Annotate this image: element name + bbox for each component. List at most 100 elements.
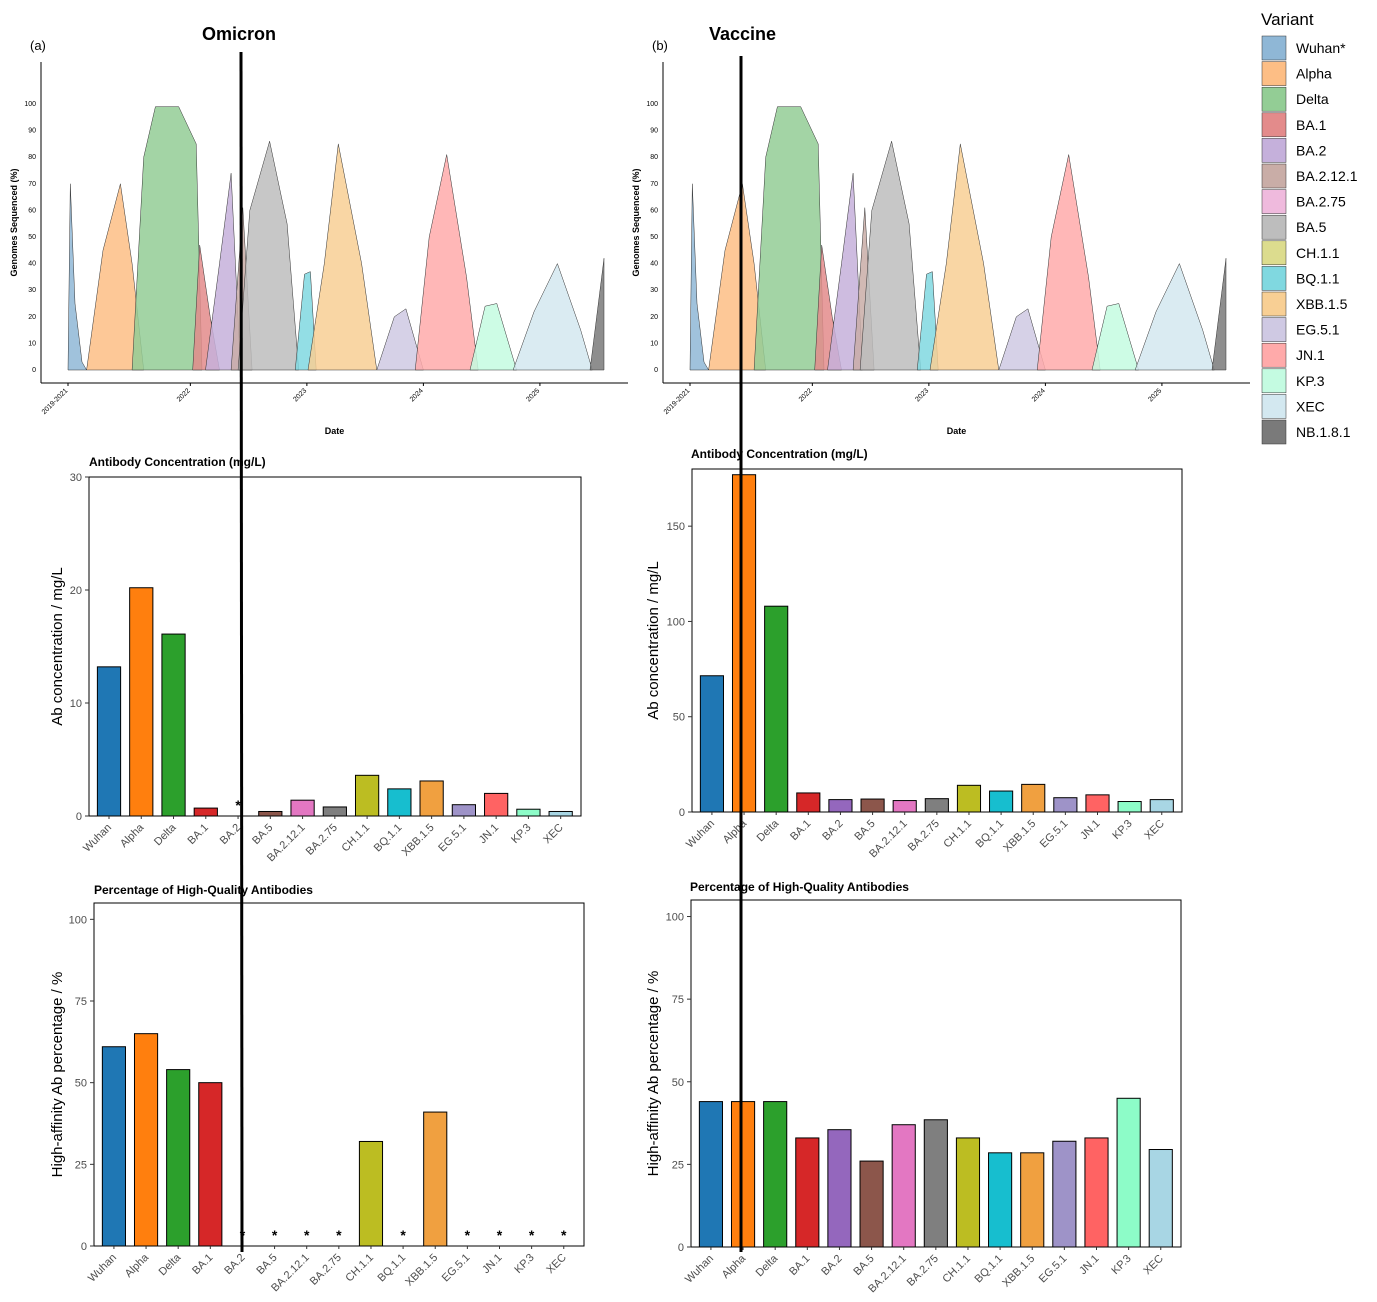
area-kp-3 (1091, 303, 1139, 371)
y-tick-label: 150 (667, 521, 685, 533)
y-axis-title: Genomes Sequenced (%) (9, 168, 19, 276)
significance-marker: * (272, 1227, 278, 1243)
category-label: CH.1.1 (343, 1252, 376, 1285)
category-label: BA.5 (852, 818, 877, 843)
area-eg-5-1 (998, 308, 1046, 371)
bar-ch-1-1 (358, 1140, 384, 1247)
y-axis-title: Ab concentration / mg/L (49, 567, 66, 725)
category-label: BA.2.75 (905, 1253, 941, 1289)
legend-label: BA.5 (1296, 219, 1327, 235)
legend-label: BQ.1.1 (1296, 270, 1340, 286)
bar-bq-1-1 (387, 788, 412, 817)
category-label: EG.5.1 (1038, 818, 1071, 851)
variant-legend: Variant Wuhan* Alpha Delta BA.1 BA.2 BA.2.12.… (1261, 10, 1358, 445)
y-tick-label: 10 (650, 340, 658, 347)
area-kp-3 (469, 303, 517, 371)
significance-marker: * (561, 1227, 567, 1243)
bar-bq-1-1 (989, 790, 1014, 813)
bar-ba-2-12-1 (892, 800, 917, 813)
area-delta (131, 106, 203, 371)
vaccine-high-quality-chart: Percentage of High-Quality Antibodies 0 25… (645, 880, 1182, 1295)
y-tick-label: 30 (28, 287, 36, 294)
category-label: Alpha (118, 821, 147, 850)
category-label: EG.5.1 (436, 822, 469, 855)
area-ba-2 (827, 173, 863, 371)
area-eg-5-1 (376, 308, 424, 371)
legend-swatch (1261, 35, 1287, 61)
bar-xec (1149, 799, 1174, 813)
y-tick-label: 20 (70, 585, 82, 597)
bar-wuhan (101, 1046, 126, 1247)
omicron-marker-line (239, 51, 244, 1253)
y-tick-label: 50 (650, 234, 658, 241)
bar-eg-5-1 (1053, 797, 1078, 813)
bar-wuhan (698, 1101, 723, 1248)
bar-xec (1148, 1149, 1173, 1248)
category-label: EG.5.1 (440, 1252, 473, 1285)
category-label: CH.1.1 (340, 822, 373, 855)
legend-label: KP.3 (1296, 373, 1325, 389)
x-tick-label: 2025 (525, 387, 541, 403)
category-label: KP.3 (1110, 818, 1134, 842)
y-tick-label: 0 (32, 367, 36, 374)
y-tick-label: 25 (672, 1159, 684, 1171)
omicron-sequencing-chart: 0 10 20 30 40 50 60 70 80 90 100 2019-2021 2022 2023 2… (9, 62, 628, 436)
area-nb-1-8-1 (589, 258, 605, 371)
significance-marker: * (497, 1227, 503, 1243)
y-tick-label: 0 (679, 807, 685, 819)
bar-ba-1 (796, 792, 821, 813)
legend-swatch (1261, 86, 1287, 112)
legend-label: BA.2.12.1 (1296, 168, 1358, 184)
bar-eg-5-1 (451, 804, 477, 817)
category-label: CH.1.1 (940, 1253, 973, 1286)
x-tick-label: 2024 (1031, 387, 1047, 403)
bar-xbb-1-5 (419, 780, 444, 817)
area-ba-2 (205, 173, 241, 371)
legend-label: JN.1 (1296, 347, 1325, 363)
category-label: BA.1 (186, 822, 211, 847)
area-ba-5 (237, 141, 299, 371)
area-xbb-1-5 (307, 143, 378, 371)
significance-marker: * (235, 797, 241, 813)
bar-xbb-1-5 (423, 1111, 448, 1247)
bar-xbb-1-5 (1021, 783, 1046, 813)
y-tick-label: 0 (76, 811, 82, 823)
bar-ba-2-75 (924, 798, 949, 813)
y-tick-label: 100 (667, 616, 685, 628)
y-tick-label: 50 (673, 712, 685, 724)
category-label: XEC (1142, 818, 1167, 843)
y-tick-label: 60 (650, 207, 658, 214)
area-ba-5 (859, 141, 921, 371)
category-label: BA.2 (222, 1252, 247, 1277)
bar-ba-5 (258, 810, 283, 817)
y-tick-label: 70 (650, 181, 658, 188)
legend-label: EG.5.1 (1296, 322, 1340, 338)
significance-marker: * (336, 1227, 342, 1243)
panel-a-title: Omicron (202, 24, 276, 44)
y-tick-label: 80 (650, 154, 658, 161)
category-label: CH.1.1 (941, 818, 974, 851)
y-tick-label: 10 (28, 340, 36, 347)
y-tick-label: 20 (28, 314, 36, 321)
x-tick-label: 2019-2021 (41, 387, 70, 416)
chart-title: Antibody Concentration (mg/L) (89, 455, 266, 469)
significance-marker: * (304, 1227, 310, 1243)
y-tick-label: 30 (70, 472, 82, 484)
y-tick-label: 60 (28, 207, 36, 214)
y-axis-title: Genomes Sequenced (%) (631, 168, 641, 276)
category-label: Alpha (720, 1252, 749, 1281)
y-tick-label: 0 (81, 1241, 87, 1253)
bar-delta (764, 605, 789, 813)
significance-marker: * (400, 1227, 406, 1243)
y-tick-label: 25 (75, 1159, 87, 1171)
bar-alpha (129, 587, 154, 817)
bar-ch-1-1 (354, 774, 380, 817)
bar-wuhan (699, 675, 724, 813)
category-label: JN.1 (480, 1252, 504, 1276)
bar-jn-1 (1084, 1137, 1109, 1248)
category-label: KP.3 (512, 1252, 536, 1276)
bar-ba-1 (193, 807, 218, 817)
bar-ch-1-1 (956, 784, 982, 813)
omicron-ab-concentration-chart: Antibody Concentration (mg/L) 0 10 20 30 Wuha… (49, 455, 582, 864)
bar-ba-2-12-1 (290, 799, 315, 817)
